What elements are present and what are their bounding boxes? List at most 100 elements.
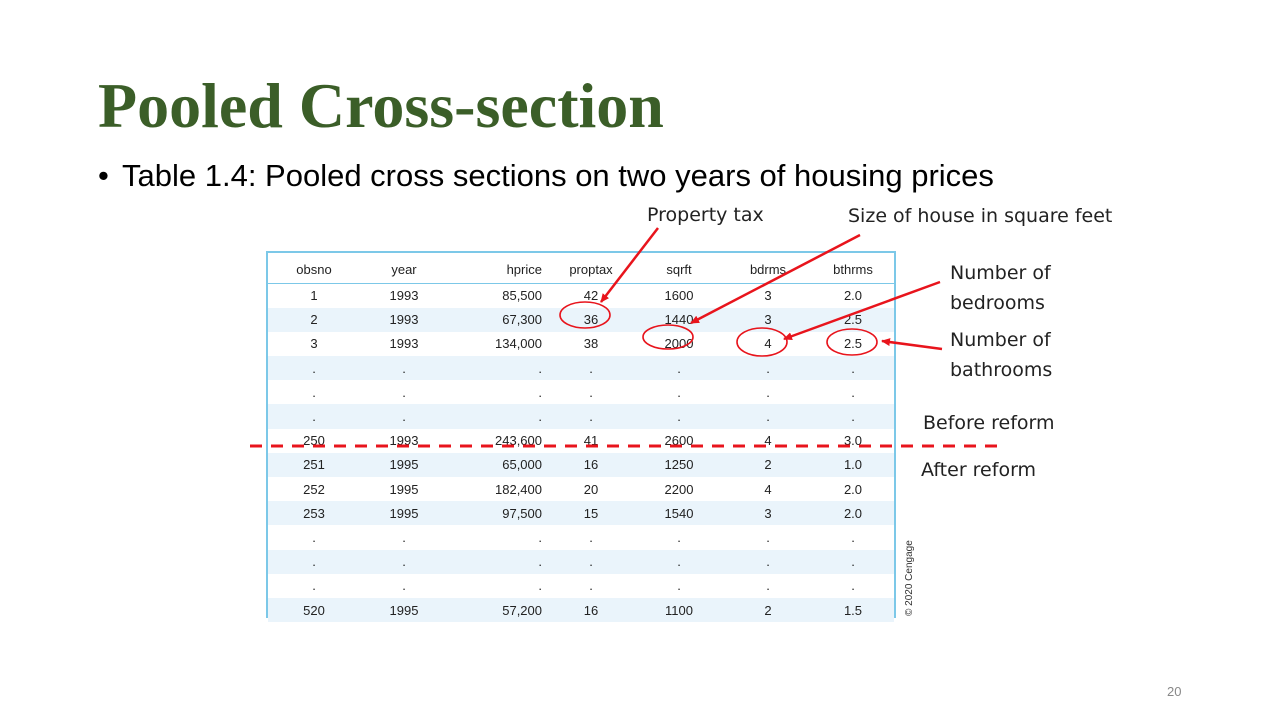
table-cell-bdrms: . [724,549,812,574]
table-cell-bthrms: 2.0 [843,481,863,497]
table-cell-sqrft: . [677,384,681,400]
table-cell-hprice: . [538,578,542,594]
table-cell-bthrms: . [851,578,855,594]
table-cell-obsno: 520 [268,597,360,623]
annotation-property-tax: Property tax [647,204,764,226]
table-row: 252 1995 182,400 20 2200 4 2.0 [268,477,894,501]
table-cell-year: 1993 [389,336,419,352]
bullet-item: • Table 1.4: Pooled cross sections on two… [98,156,994,196]
table-cell-bdrms: . [724,404,812,429]
table-cell-bthrms: 1.5 [812,597,894,623]
table-cell-hprice: 85,500 [502,288,542,304]
highlight-circle-sqrft [642,324,694,350]
table-cell-proptax: . [548,356,634,381]
bullet-dot: • [98,158,109,193]
table-row: 253 1995 97,500 15 1540 3 2.0 [268,501,894,526]
table-row: ....... [268,356,894,381]
table-cell-hprice: 97,500 [448,501,548,526]
table-cell-bdrms: . [766,384,770,400]
table-cell-hprice: 243,600 [495,433,542,449]
table-cell-hprice: 67,300 [448,307,548,332]
table-cell-bdrms: 3 [764,288,772,304]
table-cell-proptax: . [589,578,593,594]
table-cell-sqrft: 1540 [634,501,724,526]
table-cell-sqrft: 2000 [664,336,694,352]
table-cell-obsno: 250 [303,433,325,449]
table-cell-bthrms: . [812,549,894,574]
arrow-property-tax [600,227,659,303]
table-cell-bthrms: . [851,529,855,545]
column-header-hprice: hprice [448,253,548,284]
table-cell-hprice: 134,000 [495,336,542,352]
arrow-house-size [690,233,861,325]
table-cell-year: 1995 [389,481,419,497]
table-cell-sqrft: . [677,529,681,545]
table-cell-proptax: 15 [548,501,634,526]
table-cell-proptax: . [589,384,593,400]
table-cell-year: 1993 [389,433,419,449]
table-cell-bthrms: . [812,356,894,381]
table-cell-year: . [360,549,448,574]
table-body: 1 1993 85,500 42 1600 3 2.0 2 1993 67,300 36 1440 3 2… [268,283,894,623]
table-row: 1 1993 85,500 42 1600 3 2.0 [268,283,894,308]
table-cell-obsno: 253 [268,501,360,526]
table-cell-proptax: 20 [583,481,599,497]
table-row: ....... [268,404,894,429]
annotation-bedrooms-line1: Number of [950,262,1051,284]
table-cell-sqrft: 1100 [634,597,724,623]
table-row: ....... [268,525,894,549]
page-number: 20 [1167,684,1182,699]
annotation-bathrooms-line1: Number of [950,329,1051,351]
table-cell-obsno: 1 [310,288,318,304]
table-cell-bdrms: 2 [724,597,812,623]
table-cell-sqrft: . [634,549,724,574]
table-cell-bdrms: 3 [724,501,812,526]
table-cell-bdrms: . [766,578,770,594]
table-cell-bdrms: . [766,529,770,545]
arrow-bedrooms [783,280,941,341]
table-cell-proptax: 38 [583,336,599,352]
table-cell-sqrft: 2200 [664,481,694,497]
table-row: 3 1993 134,000 38 2000 4 2.5 [268,332,894,356]
annotation-bathrooms: Number of bathrooms [950,325,1052,385]
table-cell-bthrms: 3.0 [843,433,863,449]
table-cell-bdrms: 4 [764,336,772,352]
table-cell-obsno: . [312,529,316,545]
table-cell-obsno: . [268,356,360,381]
table-cell-proptax: . [589,529,593,545]
table-cell-obsno: 252 [303,481,325,497]
table-cell-year: 1995 [360,501,448,526]
table-cell-sqrft: 1250 [634,452,724,477]
table-cell-hprice: 65,000 [448,452,548,477]
table-cell-bdrms: . [724,356,812,381]
table-row: ....... [268,380,894,404]
table-cell-obsno: 3 [310,336,318,352]
table-cell-obsno: . [268,404,360,429]
table-cell-year: 1995 [360,597,448,623]
table-cell-hprice: 182,400 [495,481,542,497]
table-cell-bthrms: 2.0 [843,288,863,304]
annotation-bathrooms-line2: bathrooms [950,359,1053,381]
column-header-sqrft: sqrft [634,253,724,284]
table-cell-hprice: . [448,356,548,381]
table-cell-year: 1993 [360,307,448,332]
highlight-circle-proptax [559,301,611,329]
table-cell-proptax: 41 [583,433,599,449]
annotation-bedrooms-line2: bedrooms [950,292,1045,314]
table-cell-obsno: . [268,549,360,574]
table-cell-sqrft: . [677,578,681,594]
column-header-bthrms: bthrms [812,253,894,284]
table-cell-proptax: 42 [583,288,599,304]
annotation-before-reform: Before reform [923,412,1055,434]
annotation-house-size: Size of house in square feet [848,205,1113,227]
table-row: ....... [268,574,894,598]
table-row: 250 1993 243,600 41 2600 4 3.0 [268,429,894,453]
table-cell-obsno: 251 [268,452,360,477]
table-cell-sqrft: 1600 [664,288,694,304]
bullet-text: Table 1.4: Pooled cross sections on two … [122,158,994,193]
table-cell-hprice: 57,200 [448,597,548,623]
table-cell-year: . [402,578,406,594]
table-cell-sqrft: . [634,404,724,429]
column-header-obsno: obsno [268,253,360,284]
